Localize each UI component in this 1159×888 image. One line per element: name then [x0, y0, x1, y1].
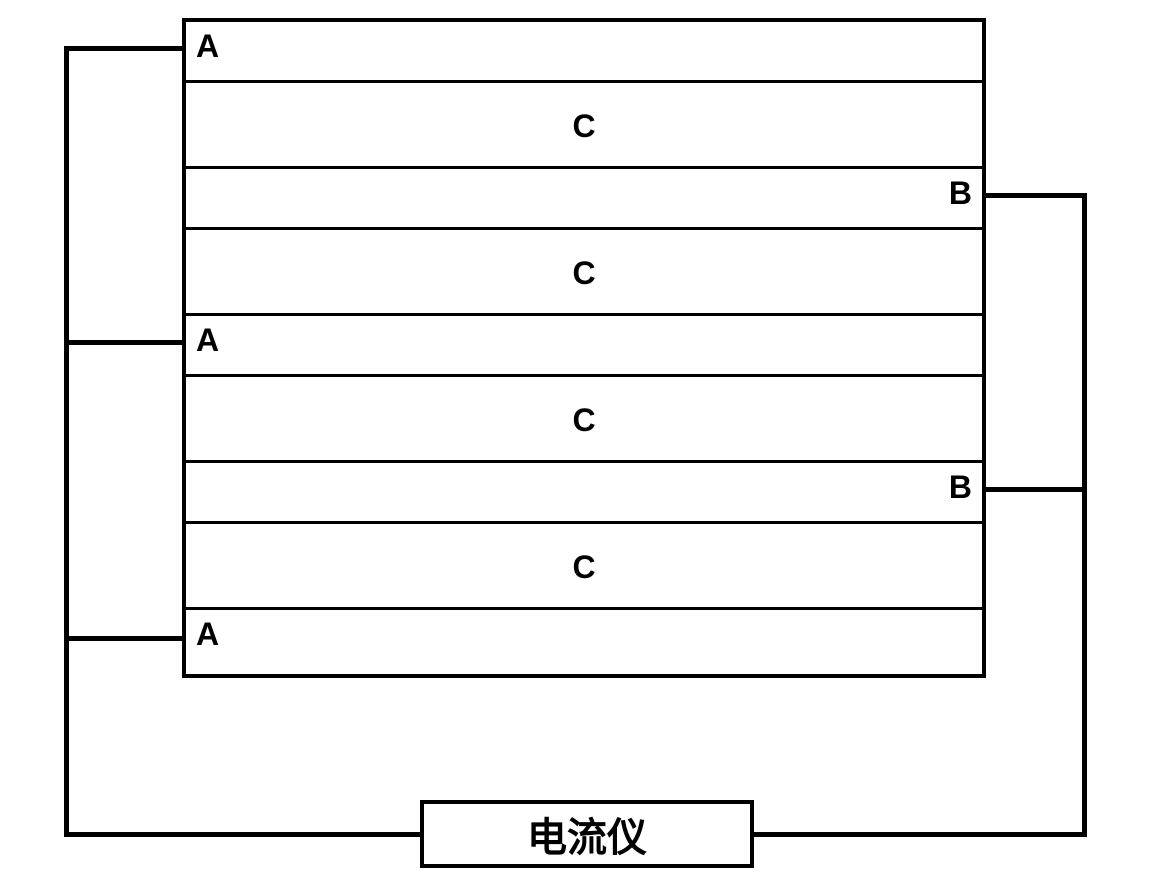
- wire-left-bus: [64, 46, 69, 837]
- layer-label-B1: B: [949, 175, 972, 212]
- wire-right-to-meter: [754, 832, 1087, 837]
- layer-label-B2: B: [949, 469, 972, 506]
- layer-C2: C: [186, 230, 982, 316]
- layer-C1: C: [186, 83, 982, 169]
- ammeter-box: 电流仪: [420, 800, 754, 868]
- wire-left-tap-1: [66, 340, 182, 345]
- layer-C3: C: [186, 377, 982, 463]
- wire-left-tap-0: [66, 46, 182, 51]
- layer-A1: A: [186, 22, 982, 83]
- wire-right-tap-1: [986, 487, 1084, 492]
- layer-B2: B: [186, 463, 982, 524]
- layer-A2: A: [186, 316, 982, 377]
- ammeter-label: 电流仪: [527, 805, 647, 863]
- diagram-root: A C B C A C B C A 电流仪: [0, 0, 1159, 888]
- layer-stack: A C B C A C B C A: [182, 18, 986, 678]
- layer-label-A2: A: [196, 322, 219, 359]
- layer-C4: C: [186, 524, 982, 610]
- wire-left-to-meter: [64, 832, 421, 837]
- layer-label-A1: A: [196, 28, 219, 65]
- wire-right-tap-0: [986, 193, 1084, 198]
- layer-label-C2: C: [572, 255, 595, 292]
- wire-left-tap-2: [66, 636, 182, 641]
- layer-label-A3: A: [196, 616, 219, 653]
- layer-B1: B: [186, 169, 982, 230]
- wire-right-bus: [1082, 193, 1087, 837]
- layer-label-C4: C: [572, 549, 595, 586]
- layer-A3: A: [186, 610, 982, 674]
- layer-label-C3: C: [572, 402, 595, 439]
- layer-label-C1: C: [572, 108, 595, 145]
